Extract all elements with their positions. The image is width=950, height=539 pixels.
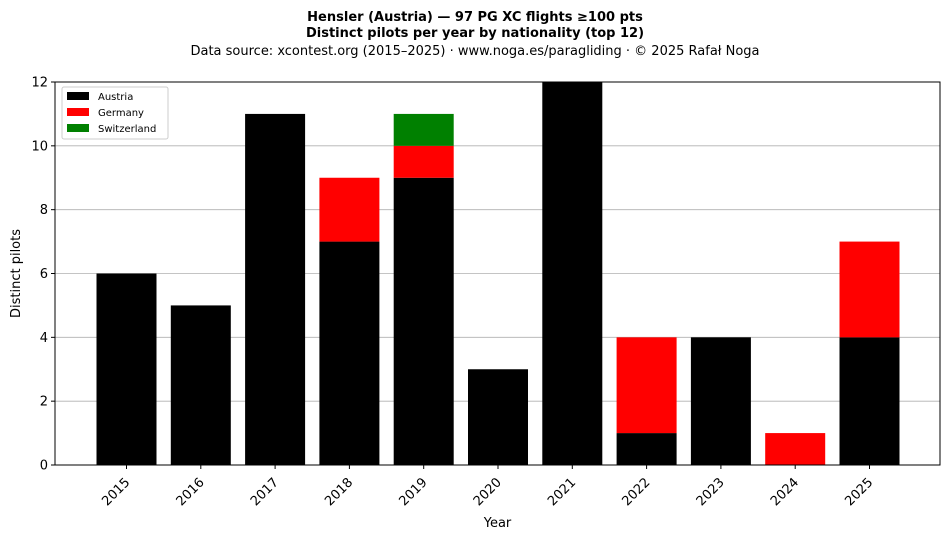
bar-germany-2024	[765, 433, 826, 465]
x-tick-label: 2020	[471, 475, 505, 509]
bar-switzerland-2019	[393, 113, 454, 146]
chart-title-line-2: Distinct pilots per year by nationality …	[306, 26, 644, 41]
legend-swatch-switzerland	[67, 124, 89, 132]
x-tick-label: 2016	[174, 475, 208, 509]
x-tick-label: 2021	[545, 475, 579, 509]
bar-germany-2019	[393, 145, 454, 178]
x-tick-label: 2025	[842, 475, 876, 509]
legend-label-austria: Austria	[98, 92, 133, 103]
bar-austria-2022	[616, 433, 677, 465]
bar-germany-2022	[616, 337, 677, 434]
y-tick-label: 6	[40, 267, 48, 282]
bar-austria-2017	[245, 113, 306, 466]
bar-austria-2019	[393, 177, 454, 465]
bar-austria-2018	[319, 241, 380, 465]
bar-austria-2023	[690, 337, 751, 465]
bar-germany-2025	[839, 241, 900, 338]
y-tick-label: 12	[31, 76, 48, 91]
bar-germany-2018	[319, 177, 380, 242]
y-axis: 0 2 4 6 8 10 12	[31, 76, 55, 474]
legend: Austria Germany Switzerland	[61, 86, 169, 140]
x-tick-label: 2017	[248, 475, 282, 509]
bar-austria-2025	[839, 337, 900, 465]
y-axis-label: Distinct pilots	[9, 229, 24, 318]
chart-title-line-1: Hensler (Austria) — 97 PG XC flights ≥10…	[307, 10, 643, 25]
legend-label-germany: Germany	[98, 108, 144, 119]
bar-austria-2021	[542, 82, 603, 465]
y-tick-label: 10	[31, 139, 48, 154]
bar-austria-2020	[468, 369, 528, 465]
bars-layer	[96, 82, 900, 466]
legend-swatch-germany	[67, 108, 89, 116]
legend-swatch-austria	[67, 92, 89, 100]
x-tick-label: 2022	[619, 475, 653, 509]
x-tick-label: 2015	[99, 475, 133, 509]
bar-austria-2016	[170, 305, 231, 465]
x-axis-label: Year	[483, 516, 512, 531]
x-axis: 2015 2016 2017 2018 2019 2020 2021 2022 2023 2024…	[99, 465, 876, 509]
y-tick-label: 8	[40, 203, 48, 218]
y-tick-label: 4	[40, 331, 48, 346]
x-tick-label: 2019	[397, 475, 431, 509]
chart-subtitle: Data source: xcontest.org (2015–2025) · …	[190, 44, 759, 59]
y-tick-label: 0	[40, 459, 48, 474]
bar-austria-2015	[96, 273, 157, 465]
x-tick-label: 2024	[768, 475, 802, 509]
legend-label-switzerland: Switzerland	[98, 124, 156, 135]
y-tick-label: 2	[40, 395, 48, 410]
x-tick-label: 2018	[322, 475, 356, 509]
x-tick-label: 2023	[694, 475, 728, 509]
